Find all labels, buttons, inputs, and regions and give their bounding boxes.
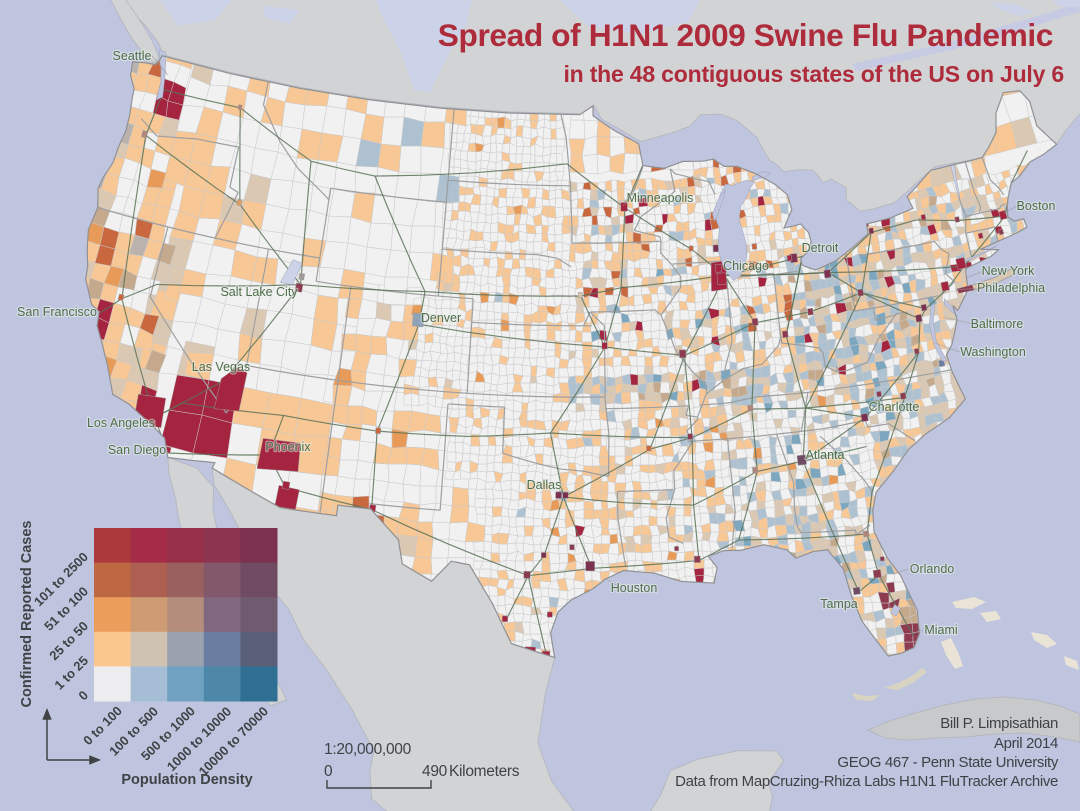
svg-text:Population Density: Population Density [121,772,252,788]
svg-text:1:20,000,000: 1:20,000,000 [324,741,412,758]
svg-text:Salt Lake City: Salt Lake City [220,285,298,299]
svg-text:Detroit: Detroit [802,241,839,255]
svg-text:Minneapolis: Minneapolis [627,191,694,205]
svg-text:Charlotte: Charlotte [869,400,920,414]
svg-text:Atlanta: Atlanta [806,448,845,462]
svg-text:Houston: Houston [611,581,658,595]
svg-text:Boston: Boston [1017,199,1056,213]
svg-text:Miami: Miami [924,623,957,637]
svg-text:Bill P. Limpisathian: Bill P. Limpisathian [940,715,1058,732]
svg-text:Chicago: Chicago [723,259,769,273]
svg-text:Denver: Denver [421,311,461,325]
svg-text:Data from MapCruzing-Rhiza Lab: Data from MapCruzing-Rhiza Labs H1N1 Flu… [675,773,1058,790]
svg-text:in the 48 contiguous states of: in the 48 contiguous states of the US on… [563,61,1064,87]
svg-text:Orlando: Orlando [910,562,955,576]
svg-text:San Francisco: San Francisco [17,305,97,319]
svg-text:Philadelphia: Philadelphia [977,281,1045,295]
svg-text:Spread of H1N1 2009 Swine Flu: Spread of H1N1 2009 Swine Flu Pandemic [438,17,1053,53]
svg-text:Los Angeles: Los Angeles [87,416,155,430]
svg-text:New York: New York [982,264,1036,278]
svg-text:Dallas: Dallas [527,478,562,492]
svg-text:490: 490 [422,763,448,780]
svg-text:Las Vegas: Las Vegas [192,360,250,374]
svg-text:San Diego: San Diego [108,443,166,457]
svg-text:Phoenix: Phoenix [265,440,311,454]
svg-text:Tampa: Tampa [820,597,858,611]
svg-text:GEOG 467 - Penn State Universi: GEOG 467 - Penn State University [837,754,1058,771]
svg-text:Confirmed Reported Cases: Confirmed Reported Cases [19,521,35,708]
svg-text:April 2014: April 2014 [994,735,1058,752]
svg-text:Washington: Washington [960,345,1026,359]
svg-text:Seattle: Seattle [113,49,152,63]
svg-text:Baltimore: Baltimore [971,317,1024,331]
svg-text:0: 0 [324,763,333,780]
svg-text:Kilometers: Kilometers [449,763,520,780]
